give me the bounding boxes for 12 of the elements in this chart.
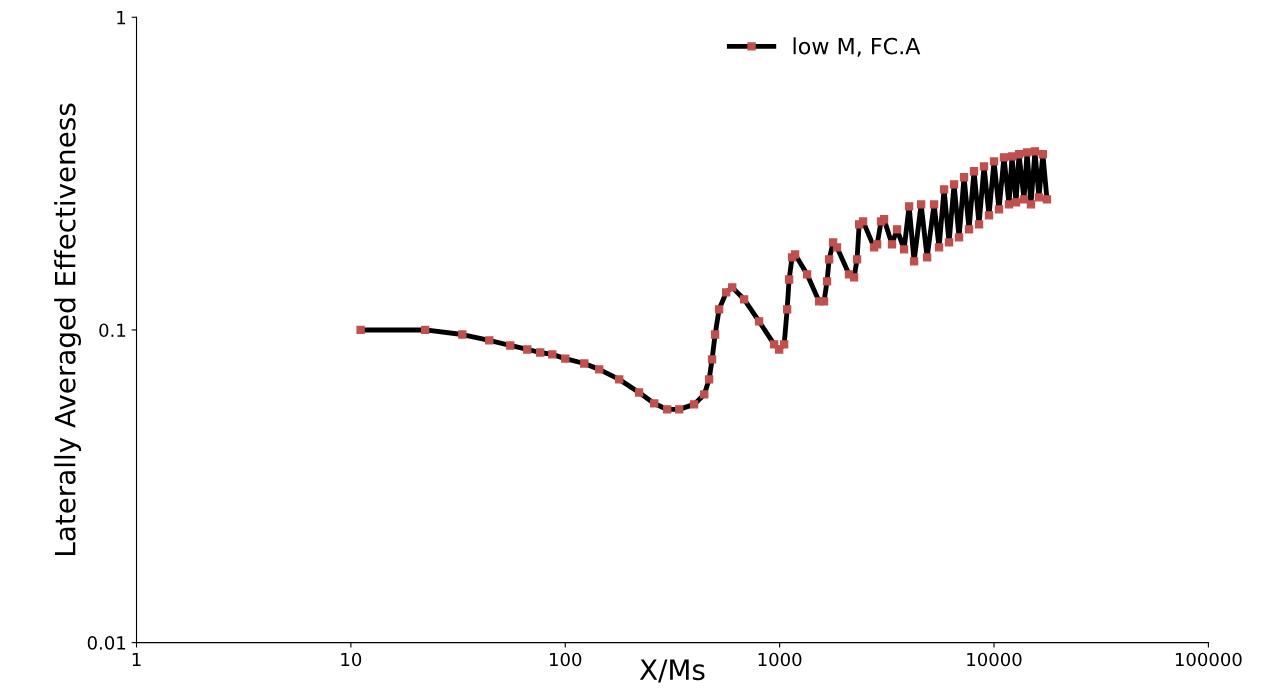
- y-tick-label: 0.01: [87, 636, 126, 650]
- x-tick-label: 100: [550, 652, 582, 667]
- x-tick-label: 1: [132, 652, 141, 667]
- x-tick-label: 1000: [758, 652, 802, 667]
- x-tick-label: 10000: [967, 652, 1022, 667]
- x-axis-title: X/Ms: [639, 659, 705, 683]
- legend-label: low M, FC.A: [793, 37, 921, 57]
- y-tick-label: 0.1: [99, 323, 126, 338]
- y-tick-label: 1: [117, 10, 126, 25]
- y-axis-title: Laterally Averaged Effectiveness: [54, 103, 82, 555]
- x-tick-label: 10: [341, 652, 362, 667]
- x-tick-label: 100000: [1175, 652, 1242, 667]
